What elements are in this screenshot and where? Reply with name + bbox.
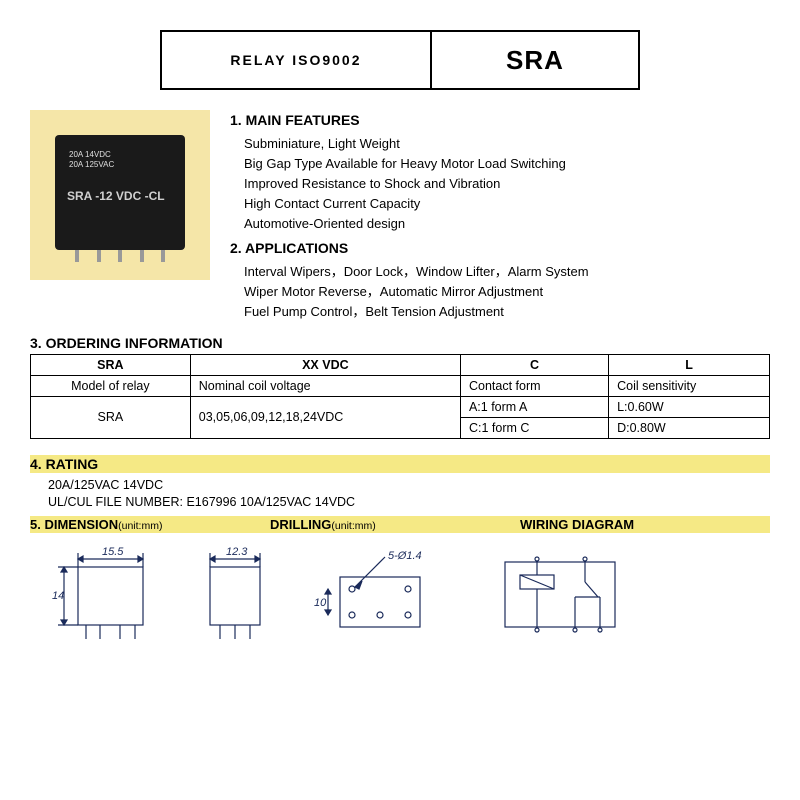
td-sens-d: D:0.80W <box>609 417 770 438</box>
td-voltage-label: Nominal coil voltage <box>190 375 460 396</box>
side-width-label: 12.3 <box>226 547 248 558</box>
dimension-front-svg: 15.5 14 <box>50 547 160 657</box>
drill-hole-label: 5-Ø1.4 <box>388 550 422 562</box>
th-sra: SRA <box>31 354 191 375</box>
features-block: 1. MAIN FEATURES Subminiature, Light Wei… <box>230 110 770 323</box>
relay-product-image: 20A 14VDC20A 125VAC SRA -12 VDC -CL <box>30 110 210 280</box>
diagrams-row: 15.5 14 12.3 <box>30 547 770 657</box>
td-contact-c: C:1 form C <box>460 417 608 438</box>
td-sens-label: Coil sensitivity <box>609 375 770 396</box>
wiring-label: WIRING DIAGRAM <box>520 516 770 533</box>
feature-item: Subminiature, Light Weight <box>244 134 770 154</box>
header-box: RELAY ISO9002 SRA <box>160 30 640 90</box>
dimension-label: 5. DIMENSION(unit:mm) <box>30 516 270 533</box>
features-title: 1. MAIN FEATURES <box>230 110 770 132</box>
application-item: Wiper Motor Reverse，Automatic Mirror Adj… <box>244 282 770 302</box>
td-sens-l: L:0.60W <box>609 396 770 417</box>
rating-title: 4. RATING <box>30 455 770 473</box>
table-row: Model of relay Nominal coil voltage Cont… <box>31 375 770 396</box>
td-model: SRA <box>31 396 191 438</box>
dim-height-label: 14 <box>52 590 64 602</box>
relay-top-label: 20A 14VDC20A 125VAC <box>69 150 114 171</box>
header-left: RELAY ISO9002 <box>162 32 432 88</box>
header-right: SRA <box>432 32 638 88</box>
dim-width-label: 15.5 <box>102 547 124 558</box>
feature-item: Improved Resistance to Shock and Vibrati… <box>244 174 770 194</box>
feature-item: Big Gap Type Available for Heavy Motor L… <box>244 154 770 174</box>
relay-model-label: SRA -12 VDC -CL <box>67 189 165 203</box>
application-item: Interval Wipers，Door Lock，Window Lifter，… <box>244 262 770 282</box>
td-contact-label: Contact form <box>460 375 608 396</box>
application-item: Fuel Pump Control，Belt Tension Adjustmen… <box>244 302 770 322</box>
table-row: SRA XX VDC C L <box>31 354 770 375</box>
th-vdc: XX VDC <box>190 354 460 375</box>
applications-title: 2. APPLICATIONS <box>230 238 770 260</box>
rating-line: UL/CUL FILE NUMBER: E167996 10A/125VAC 1… <box>48 494 770 512</box>
relay-body: 20A 14VDC20A 125VAC SRA -12 VDC -CL <box>55 135 185 250</box>
rating-line: 20A/125VAC 14VDC <box>48 477 770 495</box>
rating-block: 20A/125VAC 14VDC UL/CUL FILE NUMBER: E16… <box>48 477 770 512</box>
th-l: L <box>609 354 770 375</box>
td-model-label: Model of relay <box>31 375 191 396</box>
relay-pins <box>75 250 165 262</box>
top-section: 20A 14VDC20A 125VAC SRA -12 VDC -CL 1. M… <box>30 110 770 323</box>
drilling-svg: 5-Ø1.4 10 <box>310 547 460 657</box>
dimension-header-row: 5. DIMENSION(unit:mm) DRILLING(unit:mm) … <box>30 516 770 533</box>
td-contact-a: A:1 form A <box>460 396 608 417</box>
td-voltage: 03,05,06,09,12,18,24VDC <box>190 396 460 438</box>
ordering-title: 3. ORDERING INFORMATION <box>30 335 770 351</box>
table-row: SRA 03,05,06,09,12,18,24VDC A:1 form A L… <box>31 396 770 417</box>
feature-item: High Contact Current Capacity <box>244 194 770 214</box>
drill-height-label: 10 <box>314 597 327 609</box>
th-c: C <box>460 354 608 375</box>
drilling-label: DRILLING(unit:mm) <box>270 516 520 533</box>
ordering-table: SRA XX VDC C L Model of relay Nominal co… <box>30 354 770 439</box>
wiring-svg <box>490 547 630 647</box>
dimension-side-svg: 12.3 <box>190 547 280 657</box>
feature-item: Automotive-Oriented design <box>244 214 770 234</box>
